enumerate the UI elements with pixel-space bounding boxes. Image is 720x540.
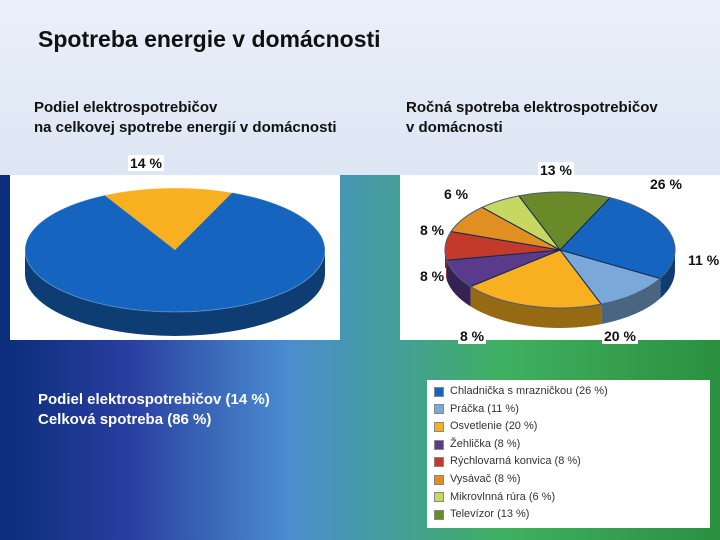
legend-row: Osvetlenie (20 %) bbox=[432, 418, 705, 436]
legend-text: Rýchlovarná konvica (8 %) bbox=[450, 453, 581, 471]
legend-text: Televízor (13 %) bbox=[450, 506, 529, 524]
subtitle-left: Podiel elektrospotrebičov na celkovej sp… bbox=[34, 98, 337, 137]
legend-swatch bbox=[434, 475, 444, 485]
legend-text: Vysávač (8 %) bbox=[450, 471, 521, 489]
legend-text: Chladnička s mrazničkou (26 %) bbox=[450, 383, 608, 401]
legend-swatch bbox=[434, 422, 444, 432]
legend-swatch bbox=[434, 404, 444, 414]
legend-row: Vysávač (8 %) bbox=[432, 471, 705, 489]
caption-left: Podiel elektrospotrebičov (14 %) Celková… bbox=[38, 390, 270, 431]
pie-right-label-8c: 8 % bbox=[418, 222, 446, 238]
legend-swatch bbox=[434, 440, 444, 450]
legend-text: Žehlička (8 %) bbox=[450, 436, 520, 454]
pie-left-svg bbox=[10, 150, 340, 360]
legend-row: Mikrovlnná rúra (6 %) bbox=[432, 489, 705, 507]
pie-right-label-8b: 8 % bbox=[418, 268, 446, 284]
legend-row: Televízor (13 %) bbox=[432, 506, 705, 524]
legend-text: Osvetlenie (20 %) bbox=[450, 418, 537, 436]
legend-swatch bbox=[434, 387, 444, 397]
legend: Chladnička s mrazničkou (26 %) Práčka (1… bbox=[427, 380, 710, 528]
pie-right-label-6: 6 % bbox=[442, 186, 470, 202]
subtitle-right: Ročná spotreba elektrospotrebičov v domá… bbox=[406, 98, 658, 137]
pie-right-label-13: 13 % bbox=[538, 162, 574, 178]
legend-text: Mikrovlnná rúra (6 %) bbox=[450, 489, 555, 507]
legend-row: Žehlička (8 %) bbox=[432, 436, 705, 454]
legend-row: Rýchlovarná konvica (8 %) bbox=[432, 453, 705, 471]
subtitle-right-line2: v domácnosti bbox=[406, 119, 503, 136]
caption-left-line2: Celková spotreba (86 %) bbox=[38, 411, 211, 428]
subtitle-left-line1: Podiel elektrospotrebičov bbox=[34, 99, 217, 116]
pie-left-label-14: 14 % bbox=[128, 155, 164, 171]
legend-swatch bbox=[434, 510, 444, 520]
pie-right-label-8a: 8 % bbox=[458, 328, 486, 344]
legend-row: Chladnička s mrazničkou (26 %) bbox=[432, 383, 705, 401]
caption-left-line1: Podiel elektrospotrebičov (14 %) bbox=[38, 391, 270, 408]
legend-swatch bbox=[434, 457, 444, 467]
pie-right-label-11: 11 % bbox=[686, 252, 720, 268]
pie-right-label-20: 20 % bbox=[602, 328, 638, 344]
pie-right-label-26: 26 % bbox=[648, 176, 684, 192]
legend-swatch bbox=[434, 492, 444, 502]
subtitle-left-line2: na celkovej spotrebe energií v domácnost… bbox=[34, 119, 337, 136]
page-title: Spotreba energie v domácnosti bbox=[38, 26, 381, 53]
subtitle-right-line1: Ročná spotreba elektrospotrebičov bbox=[406, 99, 658, 116]
legend-row: Práčka (11 %) bbox=[432, 401, 705, 419]
legend-text: Práčka (11 %) bbox=[450, 401, 519, 419]
pie-chart-left: 14 % bbox=[10, 150, 340, 360]
pie-chart-right: 13 % 26 % 11 % 20 % 8 % 8 % 8 % 6 % bbox=[400, 150, 720, 360]
